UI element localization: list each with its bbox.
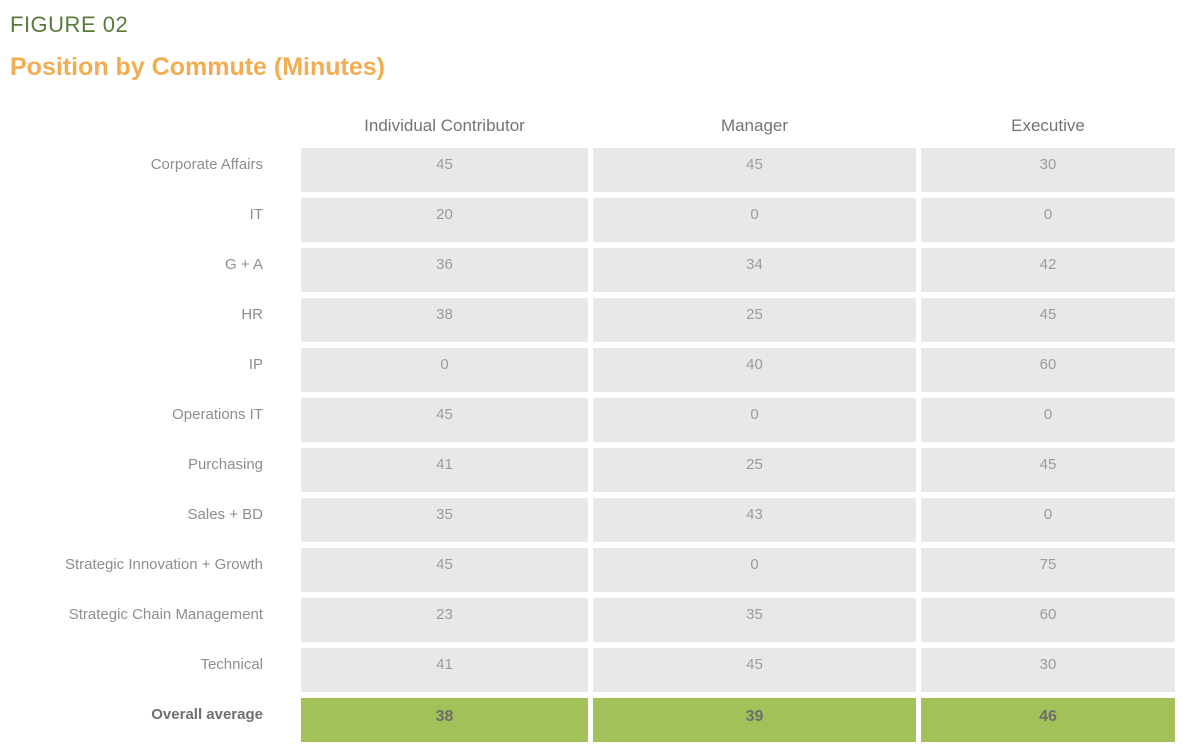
table-cell: 30 [921,148,1175,192]
table-cell: 0 [921,198,1175,242]
table-cell: 60 [921,598,1175,642]
table-cell: 35 [301,498,588,542]
table-cell: 0 [593,398,916,442]
row-label: Operations IT [172,406,263,423]
table-cell: 75 [921,548,1175,592]
table-cell: 43 [593,498,916,542]
table-cell: 36 [301,248,588,292]
table-cell: 45 [593,648,916,692]
column-header: Individual Contributor [364,116,525,135]
summary-cell: 39 [593,698,916,742]
table-cell: 0 [593,548,916,592]
table-cell: 60 [921,348,1175,392]
table-cell: 45 [301,148,588,192]
table-cell: 20 [301,198,588,242]
column-header: Executive [1011,116,1085,135]
row-label: Strategic Chain Management [68,606,263,623]
row-label: G + A [225,256,263,273]
table-cell: 45 [921,298,1175,342]
row-label: Corporate Affairs [150,156,263,173]
table-cell: 25 [593,298,916,342]
table-cell: 0 [921,498,1175,542]
row-label: HR [241,306,263,323]
column-header: Manager [720,116,789,135]
table-cell: 0 [301,348,588,392]
table-cell: 25 [593,448,916,492]
table-cell: 45 [301,548,588,592]
table-cell: 34 [593,248,916,292]
summary-row-label: Overall average [151,706,263,723]
row-label: IT [249,206,263,223]
table-cell: 45 [301,398,588,442]
row-label: Technical [200,656,263,673]
row-label: Sales + BD [187,506,263,523]
figure-number-label: FIGURE 02 [10,12,129,37]
table-cell: 23 [301,598,588,642]
commute-table: Individual Contributor Manager Executive Co… [0,110,1175,742]
row-label: IP [248,356,263,373]
table-cell: 42 [921,248,1175,292]
row-label: Purchasing [187,456,263,473]
table-cell: 30 [921,648,1175,692]
table-cell: 45 [921,448,1175,492]
table-cell: 38 [301,298,588,342]
page-title: Position by Commute (Minutes) [10,53,385,81]
table-corner-spacer [0,110,296,142]
table-cell: 40 [593,348,916,392]
summary-cell: 38 [301,698,588,742]
table-cell: 0 [593,198,916,242]
row-label: Strategic Innovation + Growth [64,556,263,573]
summary-cell: 46 [921,698,1175,742]
table-cell: 41 [301,448,588,492]
table-cell: 41 [301,648,588,692]
table-cell: 35 [593,598,916,642]
table-cell: 0 [921,398,1175,442]
table-cell: 45 [593,148,916,192]
